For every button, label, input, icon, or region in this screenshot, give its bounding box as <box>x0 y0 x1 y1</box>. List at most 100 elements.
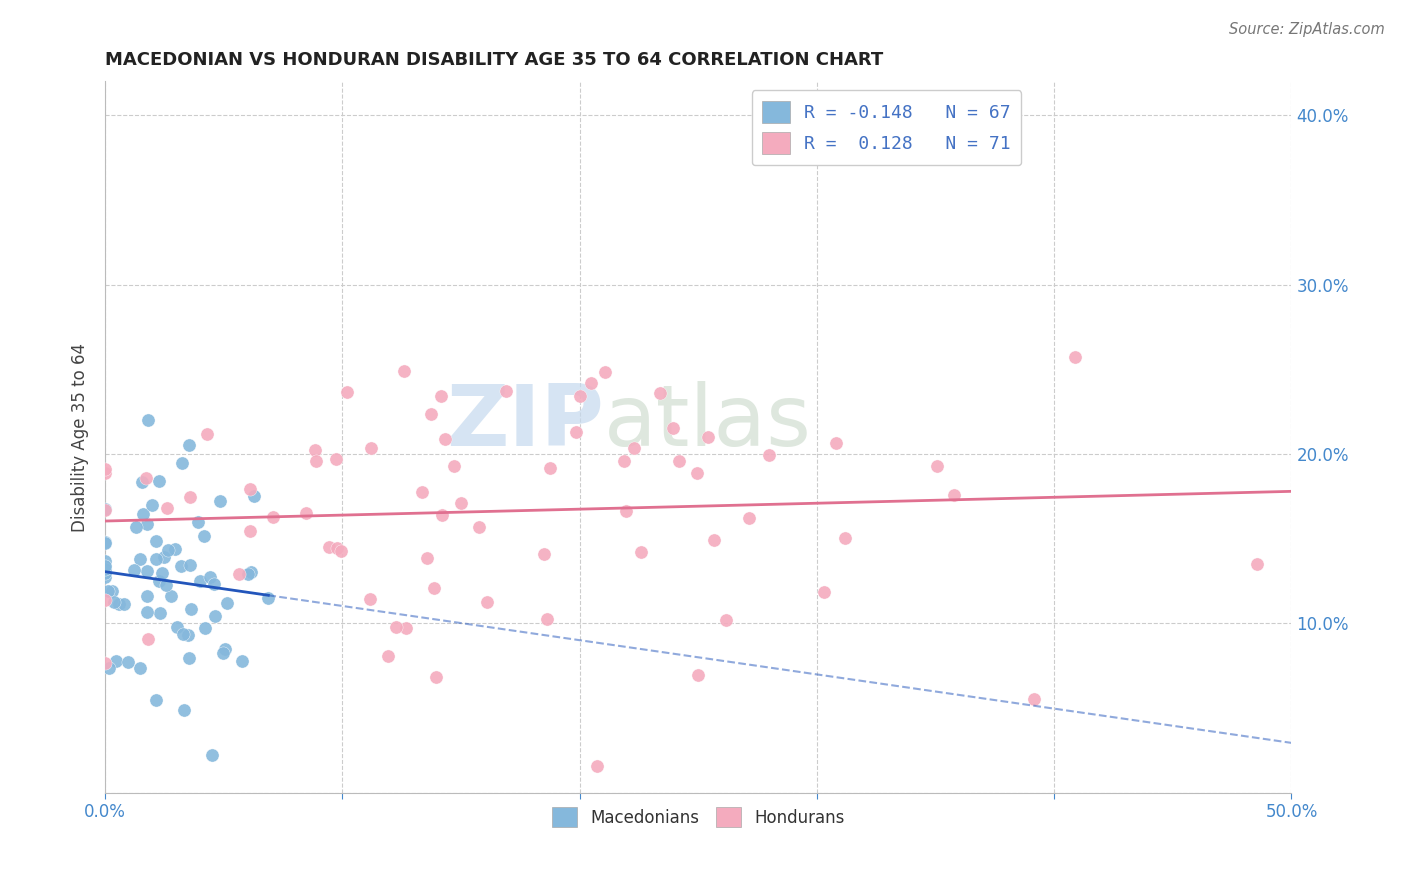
Point <box>668 453 690 467</box>
Point <box>533 547 555 561</box>
Point <box>145 693 167 707</box>
Point <box>211 646 233 660</box>
Point <box>201 747 224 762</box>
Point <box>94 559 117 574</box>
Point <box>94 534 117 549</box>
Point <box>169 559 191 574</box>
Point <box>411 485 433 500</box>
Point <box>295 506 318 520</box>
Point <box>228 566 250 581</box>
Point <box>195 427 218 442</box>
Point <box>94 566 117 580</box>
Point <box>215 596 238 610</box>
Point <box>204 608 226 623</box>
Point <box>107 597 129 611</box>
Point <box>166 620 188 634</box>
Point <box>94 502 117 516</box>
Point <box>135 471 157 485</box>
Point <box>94 466 117 480</box>
Point <box>593 366 616 380</box>
Text: atlas: atlas <box>603 381 811 464</box>
Point <box>240 566 263 580</box>
Point <box>193 529 215 543</box>
Point <box>395 621 418 635</box>
Point <box>94 561 117 575</box>
Point <box>630 544 652 558</box>
Point <box>758 449 780 463</box>
Point <box>155 577 177 591</box>
Point <box>136 632 159 647</box>
Point <box>385 620 408 634</box>
Point <box>148 574 170 588</box>
Point <box>156 500 179 515</box>
Point <box>209 493 232 508</box>
Point <box>94 503 117 517</box>
Point <box>714 613 737 627</box>
Point <box>160 589 183 603</box>
Text: Source: ZipAtlas.com: Source: ZipAtlas.com <box>1229 22 1385 37</box>
Point <box>623 441 645 455</box>
Point <box>172 627 194 641</box>
Point <box>156 543 179 558</box>
Point <box>94 535 117 549</box>
Point <box>145 533 167 548</box>
Point <box>305 454 328 468</box>
Point <box>103 595 125 609</box>
Point <box>170 456 193 470</box>
Point <box>359 591 381 606</box>
Point <box>686 466 709 480</box>
Point <box>194 621 217 635</box>
Point <box>131 475 153 489</box>
Point <box>165 541 187 556</box>
Point <box>177 438 200 452</box>
Point <box>177 628 200 642</box>
Point <box>129 551 152 566</box>
Point <box>149 606 172 620</box>
Point <box>94 554 117 568</box>
Point <box>360 442 382 456</box>
Point <box>188 574 211 588</box>
Point <box>94 462 117 476</box>
Point <box>239 482 262 496</box>
Point <box>538 460 561 475</box>
Point <box>925 458 948 473</box>
Point <box>129 661 152 675</box>
Point <box>97 584 120 599</box>
Point <box>94 656 117 670</box>
Point <box>326 541 349 556</box>
Legend: Macedonians, Hondurans: Macedonians, Hondurans <box>546 800 852 834</box>
Point <box>318 540 340 554</box>
Point <box>450 496 472 510</box>
Point <box>586 759 609 773</box>
Point <box>125 519 148 533</box>
Point <box>202 577 225 591</box>
Point <box>495 384 517 399</box>
Point <box>697 430 720 444</box>
Point <box>112 597 135 611</box>
Point <box>132 507 155 521</box>
Point <box>703 533 725 548</box>
Point <box>304 443 326 458</box>
Point <box>737 511 759 525</box>
Point <box>257 591 280 606</box>
Point <box>136 413 159 427</box>
Point <box>150 566 173 580</box>
Point <box>187 515 209 529</box>
Point <box>325 451 347 466</box>
Point <box>98 661 121 675</box>
Point <box>477 595 499 609</box>
Text: MACEDONIAN VS HONDURAN DISABILITY AGE 35 TO 64 CORRELATION CHART: MACEDONIAN VS HONDURAN DISABILITY AGE 35… <box>105 51 883 69</box>
Point <box>177 651 200 665</box>
Point <box>135 606 157 620</box>
Point <box>1064 350 1087 364</box>
Point <box>813 585 835 599</box>
Point <box>468 520 491 534</box>
Point <box>100 583 122 598</box>
Point <box>179 558 201 572</box>
Point <box>419 407 441 421</box>
Point <box>330 543 353 558</box>
Point <box>262 510 284 524</box>
Point <box>122 563 145 577</box>
Point <box>1246 557 1268 571</box>
Point <box>377 648 399 663</box>
